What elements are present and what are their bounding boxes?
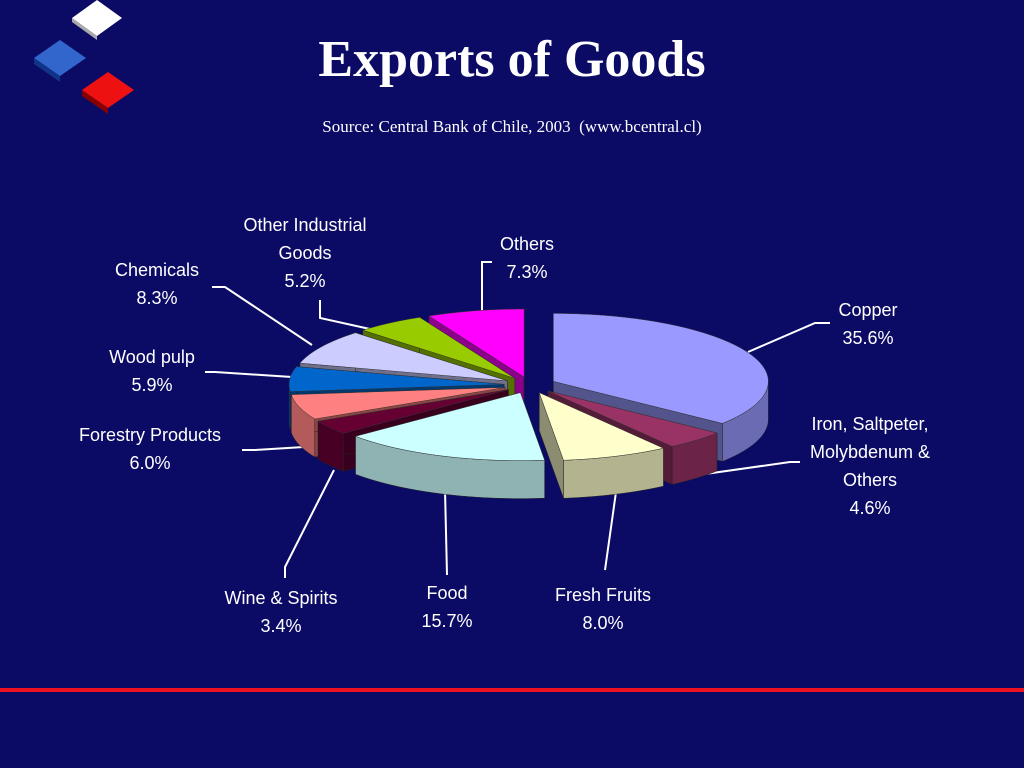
data-label: Fresh Fruits 8.0% (528, 581, 678, 637)
slice (547, 390, 718, 447)
value-label: 7.3% (506, 262, 548, 282)
leader-line (242, 446, 305, 451)
data-label: Food 15.7% (387, 579, 507, 635)
leader-line (697, 461, 800, 476)
category-label: Other Industrial Goods (243, 215, 367, 263)
data-label: Forestry Products 6.0% (50, 421, 250, 477)
value-label: 8.0% (582, 613, 624, 633)
cube-white-side (72, 18, 97, 40)
value-label: 3.4% (260, 616, 302, 636)
data-label: Wine & Spirits 3.4% (201, 584, 361, 640)
data-label: Iron, Saltpeter, Molybdenum & Others 4.6% (785, 410, 955, 522)
category-label: Fresh Fruits (554, 585, 651, 605)
leader-line (481, 261, 492, 318)
value-label: 8.3% (136, 288, 178, 308)
category-label: Chemicals (114, 260, 200, 280)
slice (354, 392, 545, 461)
data-label: Others 7.3% (467, 230, 587, 286)
leader-line (604, 491, 617, 571)
value-label: 35.6% (842, 328, 894, 348)
category-label: Copper (838, 300, 898, 320)
slice (553, 313, 769, 424)
category-label: Forestry Products (78, 425, 222, 445)
slice (361, 317, 515, 379)
value-label: 15.7% (421, 611, 473, 631)
category-label: Iron, Saltpeter, Molybdenum & Others (809, 414, 931, 490)
data-label: Copper 35.6% (808, 296, 928, 352)
leader-line (747, 322, 830, 353)
leader-line (284, 469, 335, 578)
category-label: Wood pulp (109, 347, 195, 367)
value-label: 4.6% (849, 498, 891, 518)
data-label: Chemicals 8.3% (87, 256, 227, 312)
slice (299, 332, 508, 382)
slice (428, 308, 525, 378)
divider-line (0, 688, 1024, 692)
chart-subtitle: Source: Central Bank of Chile, 2003 (www… (322, 117, 702, 136)
leader-line (212, 286, 313, 346)
data-label: Other Industrial Goods 5.2% (220, 211, 390, 295)
leader-line (319, 300, 389, 334)
data-label: Wood pulp 5.9% (82, 343, 222, 399)
cube-red-side (82, 90, 108, 114)
category-label: Food (426, 583, 468, 603)
leader-line (205, 371, 293, 378)
leader-line (444, 489, 448, 576)
category-label: Others (499, 234, 555, 254)
value-label: 5.2% (284, 271, 326, 291)
cube-blue-side (34, 58, 60, 82)
slice (317, 389, 509, 434)
category-label: Wine & Spirits (224, 588, 338, 608)
slice (291, 387, 506, 420)
value-label: 6.0% (129, 453, 171, 473)
slice (538, 392, 665, 461)
chart-title: Exports of Goods (318, 31, 706, 88)
value-label: 5.9% (131, 375, 173, 395)
slice (288, 366, 505, 392)
